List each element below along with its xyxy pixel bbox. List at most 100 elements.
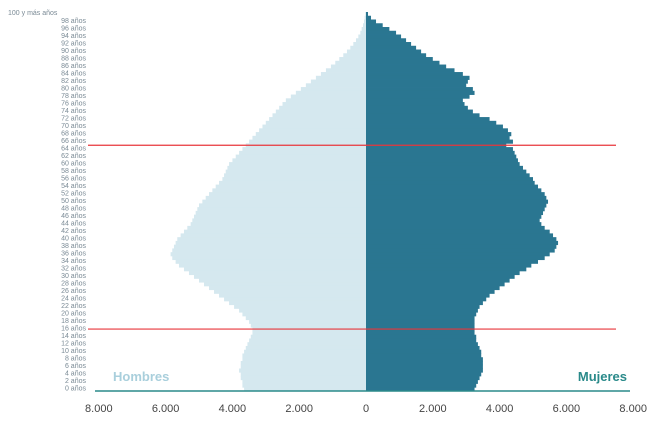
bar-hombres — [215, 184, 366, 189]
bar-hombres — [239, 368, 366, 373]
bar-hombres — [193, 274, 366, 279]
bar-mujeres — [366, 225, 545, 231]
bar-mujeres — [366, 297, 487, 302]
bar-mujeres — [366, 162, 520, 167]
bar-hombres — [242, 353, 366, 358]
bar-hombres — [202, 199, 366, 204]
bar-hombres — [204, 282, 366, 287]
bar-mujeres — [366, 282, 505, 287]
bar-mujeres — [366, 49, 422, 54]
bar-mujeres — [366, 147, 513, 152]
bar-hombres — [199, 278, 366, 283]
bar-hombres — [272, 113, 366, 118]
bar-mujeres — [366, 312, 477, 317]
bar-mujeres — [366, 278, 510, 283]
bar-mujeres — [366, 94, 470, 99]
bar-mujeres — [366, 240, 559, 246]
bar-mujeres — [366, 177, 533, 182]
bar-hombres — [269, 117, 366, 122]
bar-mujeres — [366, 222, 542, 227]
bar-mujeres — [366, 124, 503, 129]
bar-hombres — [362, 23, 366, 28]
bar-mujeres — [366, 207, 545, 212]
age-label: 2 años — [65, 378, 87, 385]
age-label: 12 años — [61, 341, 86, 348]
bar-hombres — [252, 330, 366, 336]
bar-hombres — [239, 308, 366, 313]
bar-hombres — [363, 19, 366, 24]
bar-mujeres — [366, 154, 517, 159]
bar-mujeres — [366, 188, 542, 193]
bar-hombres — [240, 360, 366, 366]
bar-hombres — [252, 135, 366, 140]
bar-mujeres — [366, 45, 417, 50]
bar-hombres — [232, 158, 366, 163]
reference-lines — [88, 144, 616, 330]
age-label: 92 años — [61, 40, 86, 47]
bar-mujeres — [366, 338, 477, 343]
x-tick-label: 2.000 — [285, 403, 313, 415]
bar-mujeres — [366, 72, 463, 77]
bar-mujeres — [366, 87, 473, 92]
bar-mujeres — [366, 360, 483, 366]
bar-mujeres — [366, 23, 383, 28]
bar-hombres — [245, 345, 366, 351]
bar-hombres — [249, 338, 366, 343]
bar-mujeres — [366, 308, 478, 313]
bar-mujeres — [366, 132, 512, 137]
bar-mujeres — [366, 330, 475, 336]
age-label: 46 años — [61, 213, 86, 220]
bar-hombres — [225, 169, 366, 174]
age-label: 38 años — [61, 243, 86, 250]
bar-mujeres — [366, 173, 530, 178]
bar-mujeres — [366, 383, 477, 388]
age-label: 90 años — [61, 48, 86, 55]
bar-mujeres — [366, 90, 475, 95]
bar-hombres — [229, 300, 366, 306]
age-label: 68 años — [61, 130, 86, 137]
x-tick-label: 0 — [363, 403, 369, 415]
bar-hombres — [320, 72, 366, 77]
age-label: 74 años — [61, 108, 86, 115]
age-label: 10 años — [61, 348, 86, 355]
x-tick-label: 4.000 — [219, 403, 247, 415]
bar-hombres — [199, 203, 366, 208]
bar-hombres — [190, 222, 366, 227]
bar-hombres — [275, 109, 366, 114]
bar-mujeres — [366, 345, 480, 351]
bar-hombres — [315, 75, 366, 80]
bar-mujeres — [366, 15, 372, 20]
bar-mujeres — [366, 300, 483, 306]
age-label: 42 años — [61, 228, 86, 235]
age-label: 60 años — [61, 160, 86, 167]
bar-hombres — [364, 15, 366, 20]
x-tick-label: 8.000 — [619, 403, 647, 415]
age-label: 32 años — [61, 266, 86, 273]
x-tick-label: 6.000 — [553, 403, 581, 415]
bar-hombres — [229, 162, 366, 167]
age-label: 58 años — [61, 168, 86, 175]
bar-mujeres — [366, 199, 549, 204]
x-axis-ticks: 8.000 6.000 4.000 2.000 0 2.000 4.000 6.000 8.00… — [85, 403, 647, 415]
bar-mujeres — [366, 158, 518, 163]
bar-hombres — [240, 372, 366, 377]
bar-mujeres — [366, 315, 475, 321]
age-label: 14 años — [61, 333, 86, 340]
series-mujeres — [366, 12, 559, 392]
bar-hombres — [188, 270, 366, 276]
bar-hombres — [346, 49, 366, 54]
bar-mujeres — [366, 214, 542, 219]
bar-hombres — [219, 293, 366, 298]
bar-mujeres — [366, 255, 545, 261]
bar-mujeres — [366, 105, 468, 110]
bar-hombres — [249, 319, 366, 324]
bar-mujeres — [366, 237, 557, 242]
bar-hombres — [250, 323, 366, 328]
bar-mujeres — [366, 12, 369, 17]
bar-mujeres — [366, 117, 490, 122]
bar-mujeres — [366, 229, 550, 234]
bar-mujeres — [366, 285, 500, 291]
bar-hombres — [222, 177, 366, 182]
bar-hombres — [192, 218, 366, 223]
